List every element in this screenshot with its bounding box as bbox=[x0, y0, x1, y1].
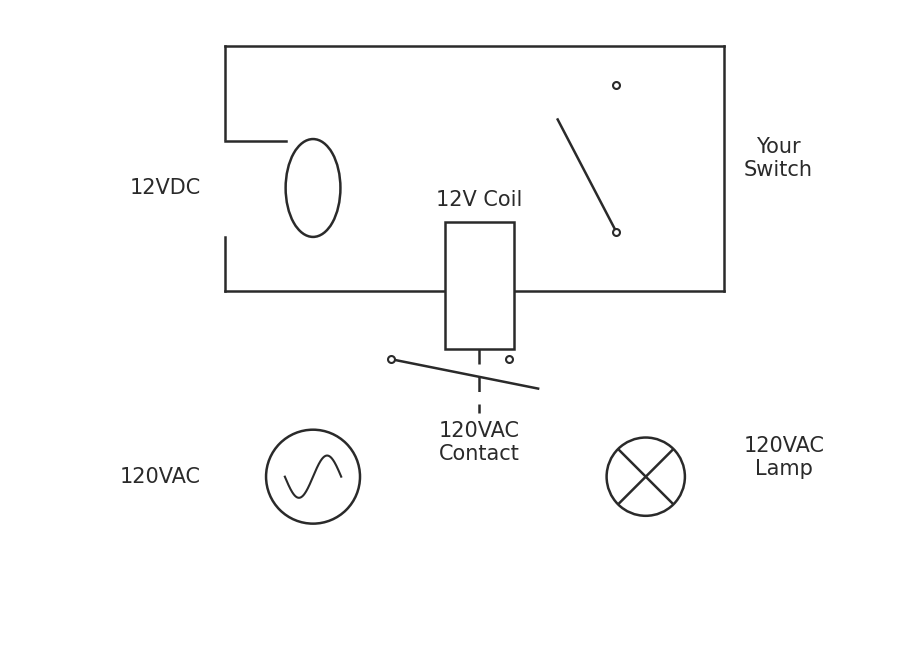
Text: 120VAC
Contact: 120VAC Contact bbox=[438, 421, 520, 464]
Text: Your
Switch: Your Switch bbox=[742, 137, 812, 180]
Ellipse shape bbox=[285, 139, 340, 237]
Bar bbox=[445, 222, 513, 349]
Text: −: − bbox=[305, 194, 321, 213]
Text: 12V Coil: 12V Coil bbox=[436, 191, 522, 210]
Text: 120VAC: 120VAC bbox=[119, 467, 200, 487]
Text: 12VDC: 12VDC bbox=[129, 178, 200, 198]
Circle shape bbox=[606, 437, 684, 516]
Text: +: + bbox=[307, 165, 319, 181]
Text: 120VAC
Lamp: 120VAC Lamp bbox=[742, 435, 824, 479]
Circle shape bbox=[266, 430, 360, 524]
